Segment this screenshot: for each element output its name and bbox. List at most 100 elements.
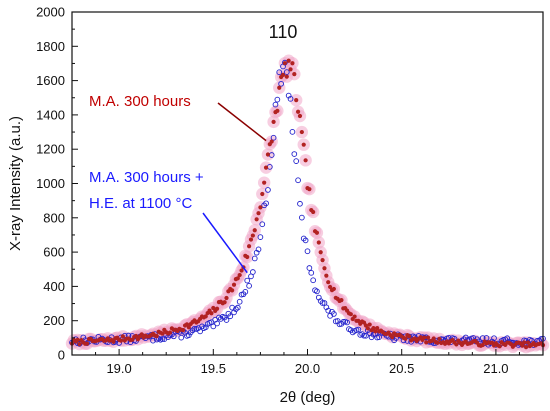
x-axis-title: 2θ (deg) <box>280 389 336 406</box>
y-tick-label: 2000 <box>36 5 65 20</box>
red-point <box>252 228 257 233</box>
blue-point <box>297 200 303 207</box>
red-point <box>292 72 297 77</box>
blue-point <box>255 246 262 253</box>
red-point <box>348 312 353 317</box>
red-point <box>186 325 191 330</box>
blue-point <box>214 320 220 327</box>
red-point <box>316 240 321 245</box>
y-tick-label: 1200 <box>36 142 65 157</box>
red-point <box>237 272 242 278</box>
blue-point <box>274 96 281 103</box>
x-tick-label: 21.0 <box>483 361 508 376</box>
blue-point <box>227 313 234 320</box>
red-point <box>407 334 412 339</box>
axis-ticks <box>71 11 544 356</box>
series-red-points <box>69 58 546 350</box>
y-tick-label: 800 <box>43 210 65 225</box>
blue-point <box>289 129 296 135</box>
red-point <box>277 85 282 90</box>
red-point <box>301 142 306 147</box>
red-point <box>209 311 214 316</box>
blue-point <box>302 237 309 244</box>
blue-point <box>298 214 305 221</box>
red-point <box>286 58 291 63</box>
red-point <box>365 326 370 331</box>
y-tick-label: 400 <box>43 279 65 294</box>
red-point <box>431 336 436 341</box>
red-point <box>437 336 442 341</box>
red-point <box>203 314 208 319</box>
blue-point <box>291 151 298 157</box>
red-point <box>181 328 186 333</box>
x-tick-label: 19.5 <box>201 361 226 376</box>
red-point <box>299 129 304 135</box>
blue-point <box>259 221 266 228</box>
red-point <box>294 98 299 103</box>
red-point <box>282 61 287 66</box>
red-point <box>320 258 325 263</box>
blue-point <box>361 332 367 339</box>
red-point <box>118 338 124 343</box>
red-point <box>326 280 331 285</box>
blue-point <box>304 248 311 255</box>
blue-point <box>293 158 300 164</box>
red-point <box>318 250 323 255</box>
red-point <box>231 282 237 287</box>
red-point <box>288 67 293 72</box>
x-tick-label: 20.0 <box>295 361 320 376</box>
red-point <box>77 342 82 347</box>
red-point <box>435 340 440 345</box>
annotation-blue-line-2: H.E. at 1100 °C <box>89 195 192 212</box>
red-point <box>214 306 220 311</box>
blue-point <box>257 234 264 240</box>
blue-point <box>236 298 243 305</box>
red-point <box>284 74 289 79</box>
red-point <box>250 233 255 238</box>
blue-point <box>479 335 486 341</box>
peak-label: 110 <box>269 22 298 42</box>
annotation-blue-pointer <box>202 212 248 274</box>
y-tick-label: 600 <box>43 245 65 260</box>
red-point <box>230 288 235 293</box>
red-point <box>211 305 216 311</box>
blue-point <box>331 311 337 317</box>
blue-point <box>178 334 185 341</box>
blue-point <box>319 300 326 306</box>
red-point <box>265 152 271 157</box>
annotation-blue: M.A. 300 hours + H.E. at 1100 °C <box>89 169 248 274</box>
red-point <box>271 119 276 124</box>
red-point <box>245 254 250 260</box>
red-point <box>235 276 240 281</box>
blue-point <box>251 255 258 262</box>
red-point <box>339 297 344 303</box>
blue-point <box>491 335 497 342</box>
red-point <box>523 345 529 350</box>
blue-point <box>295 177 301 184</box>
blue-point <box>246 282 252 289</box>
red-point <box>75 337 80 343</box>
red-point <box>307 187 312 192</box>
red-point <box>422 335 427 340</box>
blue-point <box>355 326 362 333</box>
red-point <box>497 344 502 349</box>
red-point <box>239 268 244 273</box>
y-axis-title: X-ray Intensity (a.u.) <box>7 116 24 251</box>
red-point <box>248 237 254 242</box>
blue-point <box>263 200 269 207</box>
red-point <box>222 300 227 305</box>
red-point <box>111 339 116 344</box>
blue-point <box>270 134 277 141</box>
red-point <box>322 266 327 271</box>
blue-point <box>210 323 217 330</box>
red-point <box>390 335 395 340</box>
annotation-blue-line-1: M.A. 300 hours + <box>89 169 204 186</box>
x-tick-label: 20.5 <box>389 361 414 376</box>
y-tick-label: 1000 <box>36 176 65 191</box>
red-point <box>331 286 336 292</box>
blue-point <box>283 69 290 75</box>
annotation-red: M.A. 300 hours <box>89 93 267 142</box>
red-point <box>525 340 531 345</box>
